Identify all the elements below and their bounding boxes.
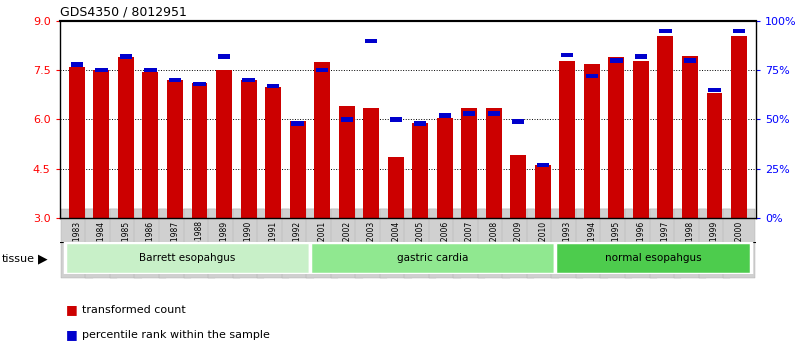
Bar	[707, 93, 723, 218]
Bar	[316, 68, 328, 73]
Bar	[684, 58, 696, 63]
Text: percentile rank within the sample: percentile rank within the sample	[82, 330, 270, 339]
Bar	[733, 29, 745, 33]
Bar	[167, 80, 183, 218]
Bar	[731, 36, 747, 218]
Bar	[512, 119, 525, 124]
Bar	[96, 68, 107, 73]
Text: ■: ■	[66, 303, 78, 316]
Bar	[118, 57, 134, 218]
Bar	[555, 242, 751, 274]
Bar	[338, 106, 354, 218]
Bar	[69, 67, 85, 218]
Bar	[365, 39, 377, 43]
Bar	[439, 113, 451, 118]
Bar	[218, 55, 230, 59]
Bar	[192, 84, 208, 218]
Text: ▶: ▶	[38, 253, 48, 266]
Bar	[537, 162, 549, 167]
Bar	[64, 242, 310, 274]
Bar	[389, 117, 402, 122]
Bar	[437, 118, 453, 218]
Bar	[611, 58, 622, 63]
Bar	[144, 68, 157, 73]
Text: transformed count: transformed count	[82, 305, 185, 315]
Bar	[310, 242, 555, 274]
Text: ■: ■	[66, 328, 78, 341]
Bar	[290, 121, 306, 218]
Bar	[488, 112, 500, 116]
Bar	[119, 55, 132, 59]
Bar	[363, 108, 379, 218]
Bar	[486, 108, 501, 218]
Bar	[608, 57, 624, 218]
Text: Barrett esopahgus: Barrett esopahgus	[139, 253, 236, 263]
Text: gastric cardia: gastric cardia	[396, 253, 468, 263]
Bar	[463, 112, 475, 116]
Bar	[142, 72, 158, 218]
Bar	[71, 62, 83, 67]
Bar	[240, 80, 256, 218]
Bar	[216, 70, 232, 218]
Bar	[388, 157, 404, 218]
Bar	[243, 78, 255, 82]
Bar	[560, 61, 576, 218]
Bar	[682, 56, 698, 218]
Text: GDS4350 / 8012951: GDS4350 / 8012951	[60, 5, 186, 18]
Bar	[267, 84, 279, 88]
Bar	[93, 70, 109, 218]
Bar	[414, 121, 427, 126]
Bar	[193, 82, 205, 86]
Bar	[535, 165, 551, 218]
Bar	[510, 155, 526, 218]
Bar	[561, 52, 573, 57]
Text: normal esopahgus: normal esopahgus	[605, 253, 701, 263]
Bar	[341, 117, 353, 122]
Bar	[265, 87, 281, 218]
Bar	[584, 64, 600, 218]
Bar	[634, 55, 647, 59]
Bar	[586, 74, 598, 78]
Bar	[314, 62, 330, 218]
Bar	[708, 88, 720, 92]
Bar	[633, 61, 649, 218]
Bar	[462, 108, 478, 218]
Bar	[291, 121, 304, 126]
Bar	[657, 36, 673, 218]
Bar	[169, 78, 181, 82]
Text: tissue: tissue	[2, 254, 34, 264]
Bar	[659, 29, 672, 33]
Bar	[412, 123, 428, 218]
